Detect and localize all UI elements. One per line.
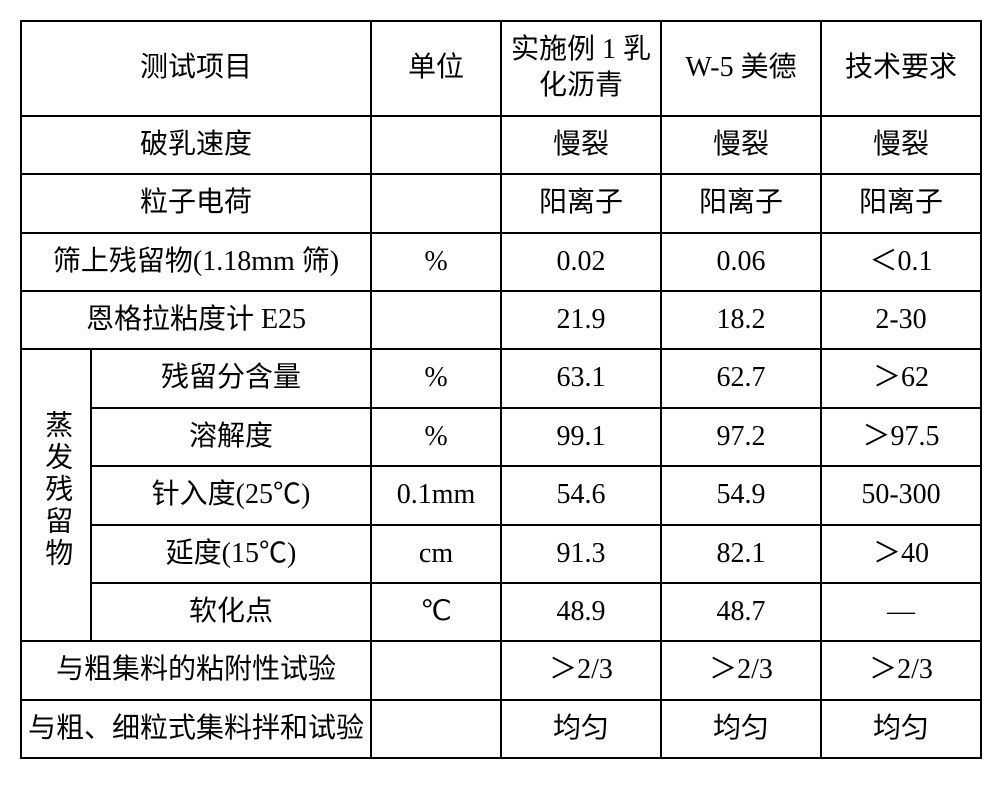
cell-val-c: 慢裂 [821,116,981,174]
table-row: 针入度(25℃) 0.1mm 54.6 54.9 50-300 [21,466,981,524]
table-row: 与粗集料的粘附性试验 ＞2/3 ＞2/3 ＞2/3 [21,641,981,699]
cell-item: 针入度(25℃) [91,466,371,524]
cell-val-b: 62.7 [661,349,821,407]
cell-val-c: 2-30 [821,291,981,349]
cell-unit [371,700,501,758]
table-row: 蒸发残留物 残留分含量 % 63.1 62.7 ＞62 [21,349,981,407]
header-col-c: 技术要求 [821,21,981,116]
data-table: 测试项目 单位 实施例 1 乳化沥青 W-5 美德 技术要求 破乳速度 慢裂 慢… [20,20,982,759]
group-label: 蒸发残留物 [38,410,74,570]
table-row: 恩格拉粘度计 E25 21.9 18.2 2-30 [21,291,981,349]
cell-val-c: 均匀 [821,700,981,758]
cell-unit: ℃ [371,583,501,641]
header-unit: 单位 [371,21,501,116]
cell-item: 残留分含量 [91,349,371,407]
table-row: 筛上残留物(1.18mm 筛) % 0.02 0.06 ＜0.1 [21,233,981,291]
cell-val-c: ＞40 [821,525,981,583]
cell-unit: cm [371,525,501,583]
table-row: 破乳速度 慢裂 慢裂 慢裂 [21,116,981,174]
cell-unit [371,174,501,232]
cell-val-b: 0.06 [661,233,821,291]
cell-val-c: — [821,583,981,641]
table-row: 粒子电荷 阳离子 阳离子 阳离子 [21,174,981,232]
header-test-item: 测试项目 [21,21,371,116]
cell-unit: % [371,233,501,291]
cell-val-a: 慢裂 [501,116,661,174]
data-table-container: 测试项目 单位 实施例 1 乳化沥青 W-5 美德 技术要求 破乳速度 慢裂 慢… [20,20,980,759]
cell-val-a: 21.9 [501,291,661,349]
group-label-cell: 蒸发残留物 [21,349,91,641]
cell-val-c: ＞97.5 [821,408,981,466]
cell-item: 与粗集料的粘附性试验 [21,641,371,699]
cell-val-a: ＞2/3 [501,641,661,699]
cell-item: 软化点 [91,583,371,641]
cell-val-c: ＞62 [821,349,981,407]
cell-val-a: 54.6 [501,466,661,524]
table-header-row: 测试项目 单位 实施例 1 乳化沥青 W-5 美德 技术要求 [21,21,981,116]
cell-val-b: 阳离子 [661,174,821,232]
cell-item: 溶解度 [91,408,371,466]
cell-unit [371,291,501,349]
cell-unit [371,641,501,699]
table-row: 延度(15℃) cm 91.3 82.1 ＞40 [21,525,981,583]
cell-val-c: ＞2/3 [821,641,981,699]
cell-unit [371,116,501,174]
cell-val-b: 97.2 [661,408,821,466]
cell-val-b: 18.2 [661,291,821,349]
cell-val-a: 91.3 [501,525,661,583]
table-row: 软化点 ℃ 48.9 48.7 — [21,583,981,641]
cell-val-a: 99.1 [501,408,661,466]
cell-val-c: 阳离子 [821,174,981,232]
cell-val-a: 0.02 [501,233,661,291]
table-row: 与粗、细粒式集料拌和试验 均匀 均匀 均匀 [21,700,981,758]
cell-val-a: 均匀 [501,700,661,758]
cell-val-b: 慢裂 [661,116,821,174]
cell-val-a: 阳离子 [501,174,661,232]
cell-unit: % [371,408,501,466]
header-col-b: W-5 美德 [661,21,821,116]
cell-item: 筛上残留物(1.18mm 筛) [21,233,371,291]
table-row: 溶解度 % 99.1 97.2 ＞97.5 [21,408,981,466]
cell-val-b: ＞2/3 [661,641,821,699]
cell-val-b: 54.9 [661,466,821,524]
header-col-a: 实施例 1 乳化沥青 [501,21,661,116]
cell-item: 延度(15℃) [91,525,371,583]
cell-val-b: 82.1 [661,525,821,583]
cell-val-a: 63.1 [501,349,661,407]
cell-item: 恩格拉粘度计 E25 [21,291,371,349]
cell-val-a: 48.9 [501,583,661,641]
cell-item: 与粗、细粒式集料拌和试验 [21,700,371,758]
cell-item: 粒子电荷 [21,174,371,232]
cell-unit: % [371,349,501,407]
cell-item: 破乳速度 [21,116,371,174]
cell-val-c: ＜0.1 [821,233,981,291]
cell-val-c: 50-300 [821,466,981,524]
cell-val-b: 48.7 [661,583,821,641]
cell-val-b: 均匀 [661,700,821,758]
cell-unit: 0.1mm [371,466,501,524]
